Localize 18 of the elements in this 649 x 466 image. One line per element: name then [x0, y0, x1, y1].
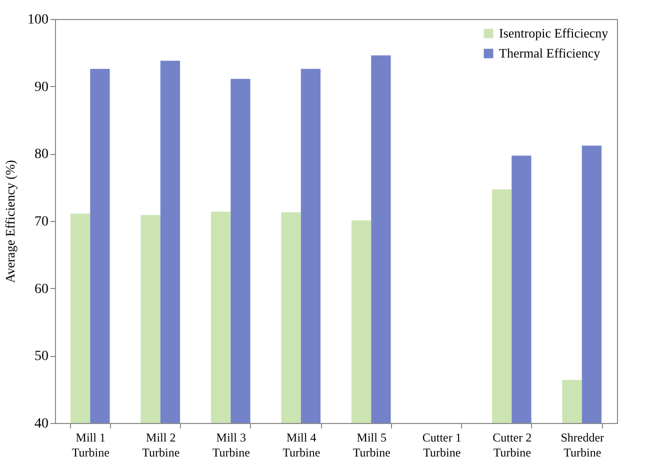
x-tick-label: Cutter 1 Turbine — [422, 430, 462, 460]
y-tick-label: 50 — [34, 349, 48, 364]
y-axis-title: Average Efficiency (%) — [2, 160, 18, 283]
y-tick-label: 70 — [34, 214, 48, 230]
x-tick-label: Cutter 2 Turbine — [492, 430, 532, 460]
x-tick-label: Mill 1 Turbine — [72, 430, 110, 460]
y-tick-label: 40 — [34, 416, 48, 432]
y-tick-label: 100 — [28, 12, 48, 28]
x-tick-label: Mill 3 Turbine — [212, 430, 250, 460]
legend-label: Isentropic Efficiecny — [499, 26, 609, 40]
legend-label: Thermal Efficiency — [499, 46, 601, 60]
x-tick-label: Mill 2 Turbine — [142, 430, 180, 460]
y-tick-label: 80 — [34, 147, 48, 162]
x-tick-label: Mill 4 Turbine — [282, 430, 320, 460]
x-tick-label: Shredder Turbine — [560, 430, 604, 460]
y-tick-label: 60 — [34, 282, 48, 297]
y-tick-label: 90 — [34, 80, 48, 95]
x-tick-label: Mill 5 Turbine — [352, 430, 390, 460]
